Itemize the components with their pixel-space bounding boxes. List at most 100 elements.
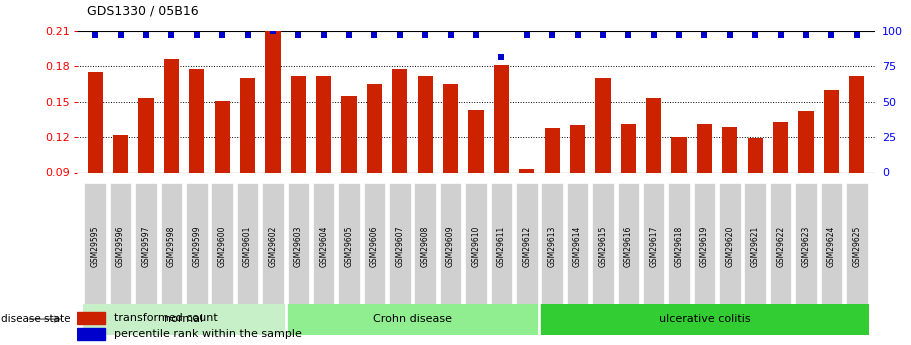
Text: GSM29617: GSM29617	[650, 225, 659, 267]
Text: GSM29599: GSM29599	[192, 225, 201, 267]
Text: GSM29623: GSM29623	[802, 225, 811, 267]
Text: GSM29606: GSM29606	[370, 225, 379, 267]
Bar	[722, 127, 738, 172]
Point	[393, 32, 407, 38]
Point	[748, 32, 763, 38]
Bar	[214, 101, 230, 172]
FancyBboxPatch shape	[288, 183, 309, 304]
Bar	[164, 59, 179, 172]
Point	[418, 32, 433, 38]
Point	[671, 32, 686, 38]
Bar	[671, 137, 687, 172]
Point	[469, 32, 484, 38]
Bar	[316, 76, 332, 172]
Point	[444, 32, 458, 38]
Bar	[849, 76, 865, 172]
Bar	[773, 122, 788, 172]
FancyBboxPatch shape	[770, 183, 792, 304]
Point	[291, 32, 305, 38]
Point	[138, 32, 153, 38]
Point	[342, 32, 356, 38]
Point	[519, 32, 534, 38]
FancyBboxPatch shape	[262, 183, 283, 304]
Point	[697, 32, 711, 38]
Text: normal: normal	[165, 314, 204, 324]
Bar	[494, 65, 509, 172]
FancyBboxPatch shape	[592, 183, 614, 304]
FancyBboxPatch shape	[186, 183, 208, 304]
Bar	[798, 111, 814, 172]
Bar	[189, 69, 204, 172]
FancyBboxPatch shape	[286, 304, 539, 335]
Point	[164, 32, 179, 38]
Text: GSM29607: GSM29607	[395, 225, 404, 267]
Point	[621, 32, 636, 38]
Bar	[570, 125, 585, 172]
Text: GSM29602: GSM29602	[269, 225, 278, 267]
FancyBboxPatch shape	[363, 183, 385, 304]
Text: transformed count: transformed count	[114, 313, 218, 323]
Text: GSM29597: GSM29597	[141, 225, 150, 267]
Text: GSM29612: GSM29612	[522, 225, 531, 267]
Text: GSM29610: GSM29610	[472, 225, 480, 267]
Bar	[113, 135, 128, 172]
Text: GSM29608: GSM29608	[421, 225, 430, 267]
Text: GSM29621: GSM29621	[751, 225, 760, 267]
Text: GSM29601: GSM29601	[243, 225, 252, 267]
Text: GSM29616: GSM29616	[624, 225, 633, 267]
Point	[241, 32, 255, 38]
Point	[316, 32, 331, 38]
FancyBboxPatch shape	[567, 183, 589, 304]
Point	[849, 32, 864, 38]
FancyBboxPatch shape	[744, 183, 766, 304]
Text: GSM29611: GSM29611	[496, 225, 506, 267]
Point	[570, 32, 585, 38]
Text: GSM29600: GSM29600	[218, 225, 227, 267]
Point	[773, 32, 788, 38]
FancyBboxPatch shape	[440, 183, 461, 304]
Text: GSM29624: GSM29624	[827, 225, 836, 267]
Text: GSM29615: GSM29615	[599, 225, 608, 267]
Point	[88, 32, 103, 38]
FancyBboxPatch shape	[389, 183, 411, 304]
FancyBboxPatch shape	[541, 183, 563, 304]
Bar	[240, 78, 255, 172]
FancyBboxPatch shape	[693, 183, 715, 304]
Text: GDS1330 / 05B16: GDS1330 / 05B16	[87, 4, 199, 17]
Bar	[646, 98, 661, 172]
Bar	[138, 98, 154, 172]
Text: GSM29620: GSM29620	[725, 225, 734, 267]
Point	[494, 54, 508, 59]
FancyBboxPatch shape	[618, 183, 640, 304]
FancyBboxPatch shape	[415, 183, 436, 304]
Bar	[545, 128, 559, 172]
Bar	[824, 90, 839, 172]
Bar	[620, 124, 636, 172]
Point	[266, 28, 281, 34]
Bar	[443, 84, 458, 172]
Text: GSM29596: GSM29596	[116, 225, 125, 267]
FancyBboxPatch shape	[110, 183, 131, 304]
Bar	[468, 110, 484, 172]
FancyBboxPatch shape	[539, 304, 869, 335]
Bar	[77, 312, 105, 324]
Text: percentile rank within the sample: percentile rank within the sample	[114, 329, 302, 339]
Text: GSM29614: GSM29614	[573, 225, 582, 267]
FancyBboxPatch shape	[135, 183, 157, 304]
Point	[367, 32, 382, 38]
Text: GSM29598: GSM29598	[167, 225, 176, 267]
Bar	[748, 138, 763, 172]
Bar	[367, 84, 382, 172]
Text: GSM29625: GSM29625	[853, 225, 861, 267]
Bar	[697, 124, 712, 172]
Text: GSM29613: GSM29613	[548, 225, 557, 267]
FancyBboxPatch shape	[821, 183, 842, 304]
Bar	[87, 72, 103, 172]
FancyBboxPatch shape	[85, 183, 106, 304]
Text: GSM29605: GSM29605	[344, 225, 353, 267]
FancyBboxPatch shape	[719, 183, 741, 304]
Point	[799, 32, 814, 38]
Bar	[265, 31, 281, 172]
FancyBboxPatch shape	[160, 183, 182, 304]
Text: GSM29595: GSM29595	[91, 225, 99, 267]
